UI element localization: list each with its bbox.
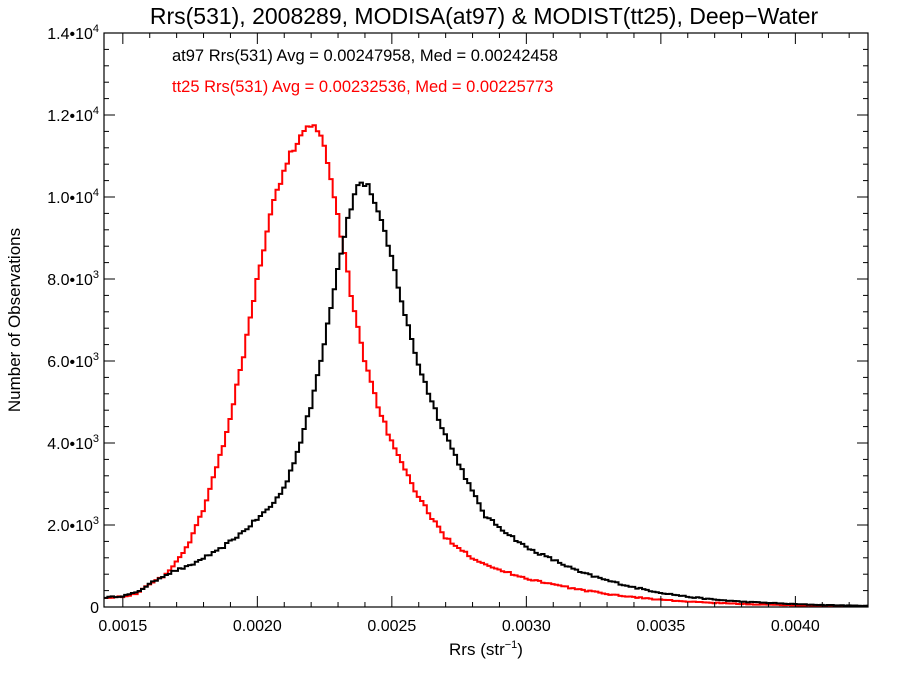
x-tick-label: 0.0015 xyxy=(98,618,147,635)
y-tick-label: 1.2•104 xyxy=(47,105,99,125)
legend-annotation-tt25: tt25 Rrs(531) Avg = 0.00232536, Med = 0.… xyxy=(172,78,553,96)
chart-title: Rrs(531), 2008289, MODISA(at97) & MODIST… xyxy=(150,3,819,29)
series-at97-histogram xyxy=(104,181,869,607)
x-tick-labels: 0.0015 0.0020 0.0025 0.0030 0.0035 0.0040 xyxy=(98,618,820,635)
y-tick-labels: 0 2.0•103 4.0•103 6.0•103 8.0•103 1.0•104 1.2•… xyxy=(47,23,99,617)
series-layer xyxy=(104,124,869,608)
y-tick-label: 6.0•103 xyxy=(47,351,99,371)
x-tick-label: 0.0025 xyxy=(367,618,416,635)
y-tick-label: 1.4•104 xyxy=(47,23,99,43)
tick-marks xyxy=(104,32,868,608)
x-axis-label: Rrs (str−1) xyxy=(449,639,523,659)
y-tick-label: 4.0•103 xyxy=(47,433,99,453)
x-tick-label: 0.0020 xyxy=(233,618,282,635)
legend-annotation-at97: at97 Rrs(531) Avg = 0.00247958, Med = 0.… xyxy=(172,47,558,65)
y-tick-label: 2.0•103 xyxy=(47,515,99,535)
series-tt25-histogram xyxy=(104,124,869,608)
x-tick-label: 0.0030 xyxy=(502,618,551,635)
y-tick-label: 8.0•103 xyxy=(47,269,99,289)
x-tick-label: 0.0040 xyxy=(771,618,820,635)
y-tick-label: 1.0•104 xyxy=(47,187,99,207)
x-tick-label: 0.0035 xyxy=(636,618,685,635)
plot-frame xyxy=(103,32,869,608)
y-tick-label: 0 xyxy=(90,600,99,617)
plot-area xyxy=(103,32,869,608)
y-axis-label: Number of Observations xyxy=(5,228,24,412)
